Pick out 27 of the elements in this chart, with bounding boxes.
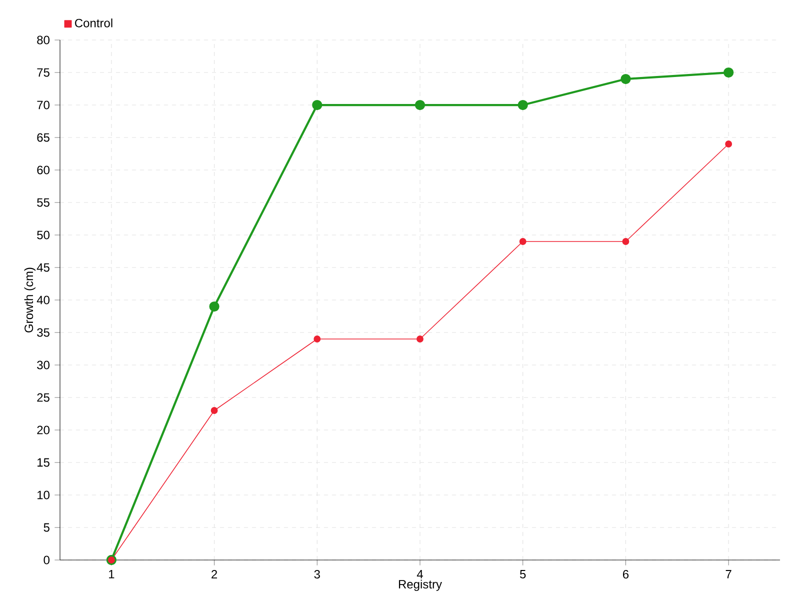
y-tick-label: 15 bbox=[38, 458, 50, 467]
y-tick-label: 20 bbox=[37, 426, 50, 434]
y-tick-label: 60 bbox=[37, 166, 50, 174]
y-tick-label: 5 bbox=[44, 523, 50, 532]
y-tick-label: 50 bbox=[37, 230, 50, 240]
y-tick-label: 0 bbox=[44, 556, 50, 564]
y-tick-label: 25 bbox=[37, 393, 50, 402]
x-tick-label: 7 bbox=[726, 570, 732, 578]
y-tick-label: 70 bbox=[37, 100, 50, 110]
x-tick-label: 2 bbox=[212, 570, 218, 578]
y-tick-label: 35 bbox=[37, 328, 50, 337]
y-tick-label: 65 bbox=[37, 133, 50, 142]
x-tick-label: 6 bbox=[622, 570, 629, 579]
y-tick-label: 40 bbox=[36, 296, 50, 304]
y-tick-label: 45 bbox=[36, 263, 50, 272]
y-tick-label: 10 bbox=[38, 490, 50, 500]
y-tick-label: 30 bbox=[37, 360, 50, 370]
x-axis-title: Registry bbox=[398, 580, 442, 591]
y-tick-label: 75 bbox=[37, 68, 50, 77]
y-axis-title: Growth (cm) bbox=[24, 268, 36, 332]
x-tick-label: 4 bbox=[416, 570, 423, 578]
y-tick-label: 55 bbox=[37, 198, 50, 207]
y-tick-label: 80 bbox=[37, 36, 50, 44]
x-tick-label: 3 bbox=[314, 570, 320, 579]
legend-label: Control bbox=[75, 18, 112, 28]
x-tick-label: 5 bbox=[520, 570, 526, 578]
x-tick-label: 1 bbox=[109, 570, 114, 578]
